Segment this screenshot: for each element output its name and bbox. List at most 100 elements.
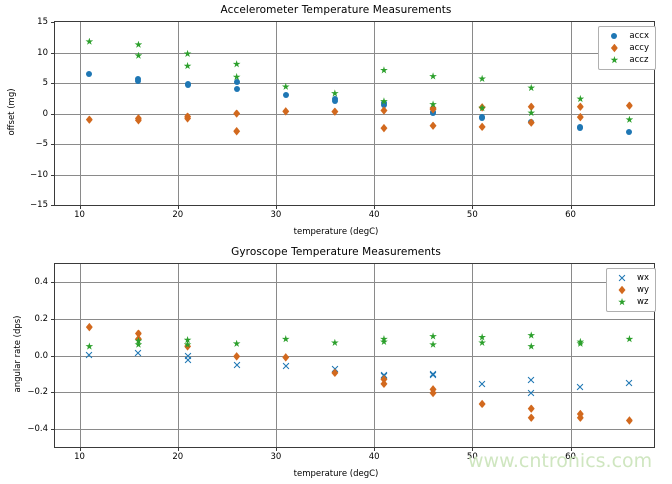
ytick-label: 10 bbox=[37, 47, 48, 58]
ytick-mark bbox=[51, 428, 55, 430]
data-point-star bbox=[281, 335, 290, 343]
data-point-diamond bbox=[527, 413, 535, 422]
data-point-star bbox=[183, 61, 192, 70]
data-point-circle bbox=[479, 115, 486, 122]
data-point-diamond bbox=[429, 121, 437, 130]
legend-marker-wy-icon bbox=[611, 284, 633, 296]
data-point-diamond bbox=[184, 114, 192, 123]
ytick-label: 5 bbox=[42, 78, 48, 88]
legend-marker-wz-icon bbox=[611, 296, 633, 308]
data-point-star bbox=[380, 335, 388, 343]
ytick-label: 15 bbox=[37, 17, 48, 27]
data-point-diamond bbox=[429, 103, 437, 113]
data-point-diamond bbox=[134, 334, 142, 344]
xtick-label: 20 bbox=[172, 210, 184, 220]
ytick-mark bbox=[51, 22, 55, 23]
data-point-star bbox=[380, 97, 388, 105]
gridline-horizontal bbox=[55, 113, 654, 115]
gridline-vertical bbox=[79, 264, 81, 447]
data-point-star bbox=[610, 56, 619, 64]
legend-label: accx bbox=[629, 31, 649, 41]
ytick-mark bbox=[51, 355, 55, 357]
ytick-mark bbox=[51, 282, 55, 284]
legend-marker-wx-icon bbox=[611, 272, 633, 284]
gyroscope-plot-area: −0.4 −0.2 0.0 0.2 0.4 10 20 30 40 50 60 bbox=[27, 263, 655, 462]
data-point-x bbox=[380, 364, 388, 379]
ytick-mark bbox=[51, 144, 55, 145]
ytick-mark bbox=[51, 318, 55, 320]
data-point-x bbox=[528, 381, 535, 396]
data-point-x bbox=[380, 365, 388, 380]
gridline-vertical bbox=[374, 22, 376, 205]
ytick-label: 0.4 bbox=[34, 277, 48, 288]
data-point-diamond bbox=[625, 101, 633, 110]
gridline-horizontal bbox=[55, 428, 654, 430]
xtick-label: 10 bbox=[74, 210, 85, 220]
data-point-diamond bbox=[331, 368, 339, 378]
data-point-diamond bbox=[380, 375, 388, 384]
accelerometer-yaxis-label: offset (mg) bbox=[7, 88, 17, 136]
data-point-diamond bbox=[625, 416, 633, 425]
ytick-label: 0 bbox=[42, 108, 48, 119]
xtick-label: 60 bbox=[565, 210, 576, 220]
ytick-mark bbox=[51, 174, 55, 176]
xtick-label: 60 bbox=[565, 452, 576, 462]
legend-item-accx[interactable]: accx bbox=[603, 30, 649, 42]
ytick-mark bbox=[51, 52, 55, 54]
gyroscope-chart-title: Gyroscope Temperature Measurements bbox=[231, 246, 441, 258]
data-point-star bbox=[85, 37, 94, 45]
legend-item-accz[interactable]: accz bbox=[603, 54, 649, 66]
data-point-diamond bbox=[85, 115, 93, 124]
data-point-diamond bbox=[134, 115, 142, 125]
data-point-diamond bbox=[527, 118, 535, 127]
data-point-star bbox=[618, 298, 626, 306]
data-point-diamond bbox=[478, 103, 486, 112]
data-point-star bbox=[478, 104, 486, 112]
site-watermark: www.cntronics.com bbox=[468, 450, 653, 472]
xtick-label: 50 bbox=[466, 210, 478, 220]
data-point-diamond bbox=[478, 122, 486, 132]
gridline-horizontal bbox=[55, 52, 654, 54]
xtick-label: 30 bbox=[270, 452, 282, 462]
legend-marker-accx-icon bbox=[603, 30, 625, 42]
ytick-mark bbox=[51, 113, 55, 115]
data-point-x bbox=[184, 348, 191, 364]
xtick-mark bbox=[79, 447, 81, 451]
gyroscope-legend: wx wy wz bbox=[606, 268, 656, 312]
data-point-star bbox=[183, 335, 192, 344]
data-point-circle bbox=[331, 96, 338, 103]
xtick-mark bbox=[177, 205, 179, 209]
gridline-vertical bbox=[570, 22, 572, 205]
data-point-x bbox=[478, 372, 486, 387]
xtick-label: 40 bbox=[368, 452, 380, 462]
data-point-x bbox=[331, 357, 339, 373]
xtick-mark bbox=[79, 205, 81, 209]
data-point-diamond bbox=[429, 104, 437, 114]
data-point-circle bbox=[528, 119, 535, 126]
data-point-star bbox=[232, 72, 241, 81]
data-point-star bbox=[134, 336, 143, 345]
data-point-circle bbox=[611, 33, 618, 39]
legend-item-wz[interactable]: wz bbox=[611, 296, 649, 308]
legend-label: accz bbox=[629, 55, 649, 65]
data-point-diamond bbox=[233, 126, 241, 136]
data-point-star bbox=[625, 335, 634, 343]
legend-label: wz bbox=[637, 297, 649, 307]
data-point-star bbox=[625, 115, 634, 123]
data-point-star bbox=[576, 94, 585, 103]
data-point-x bbox=[184, 345, 191, 360]
ytick-label: −0.4 bbox=[27, 423, 48, 434]
gridline-vertical bbox=[374, 264, 376, 447]
legend-item-wx[interactable]: wx bbox=[611, 272, 649, 284]
gridline-vertical bbox=[177, 264, 179, 447]
accelerometer-legend: accx accy accz bbox=[598, 26, 656, 70]
xtick-mark bbox=[570, 447, 572, 451]
legend-label: wy bbox=[637, 285, 649, 295]
gridline-horizontal bbox=[55, 355, 654, 357]
xtick-mark bbox=[177, 447, 179, 451]
data-point-x bbox=[429, 362, 437, 377]
legend-item-accy[interactable]: accy bbox=[603, 42, 649, 54]
legend-item-wy[interactable]: wy bbox=[611, 284, 649, 296]
xtick-label: 50 bbox=[466, 452, 478, 462]
